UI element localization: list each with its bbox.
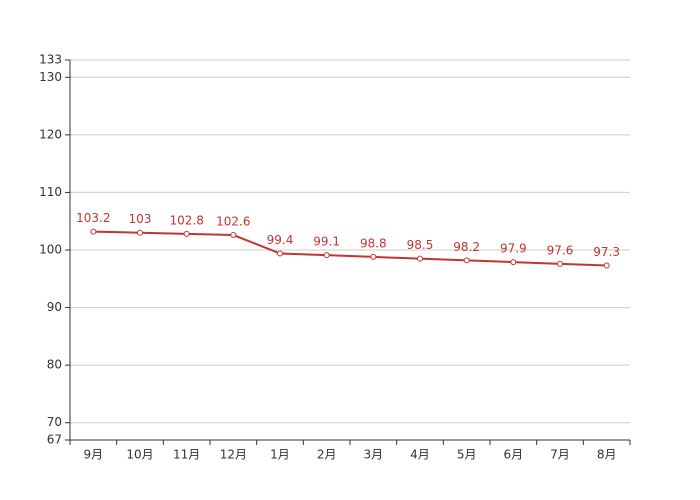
point [137, 229, 143, 236]
point [557, 260, 563, 267]
point [463, 257, 470, 264]
data-label: 98.8 [360, 236, 387, 250]
y-tick-label: 80 [47, 358, 62, 372]
x-tick-label: 8月 [597, 448, 617, 462]
point [417, 255, 423, 262]
x-tick-label: 2月 [317, 448, 337, 462]
x-tick-label: 5月 [457, 448, 477, 462]
point [90, 228, 97, 235]
x-tick-label: 11月 [173, 448, 200, 462]
y-tick-label: 100 [39, 243, 62, 257]
data-label: 102.8 [169, 213, 203, 227]
x-tick-label: 4月 [410, 448, 430, 462]
point [603, 262, 610, 269]
data-label: 97.9 [500, 242, 527, 256]
point [510, 259, 517, 266]
line [93, 230, 607, 267]
point [277, 250, 283, 257]
y-tick-label: 120 [39, 127, 62, 141]
point [370, 253, 377, 260]
data-label: 97.6 [547, 243, 574, 257]
point [230, 232, 237, 239]
y-tick-label: 90 [47, 300, 62, 314]
point [323, 252, 330, 259]
x-tick-label: 3月 [364, 448, 384, 462]
y-tick-label: 130 [39, 70, 62, 84]
x-tick-label: 1月 [270, 448, 290, 462]
x-tick-label: 7月 [550, 448, 570, 462]
y-tick-label: 133 [39, 53, 62, 67]
x-tick-label: 9月 [84, 448, 104, 462]
data-label: 103.2 [76, 211, 110, 225]
y-tick-label: 110 [39, 185, 62, 199]
data-label: 97.3 [593, 245, 620, 259]
data-label: 98.2 [453, 240, 480, 254]
x-tick-label: 6月 [504, 448, 524, 462]
data-label: 102.6 [216, 215, 250, 229]
data-label: 98.5 [407, 238, 434, 252]
data-label: 99.4 [267, 233, 294, 247]
x-tick-label: 12月 [220, 448, 247, 462]
y-tick-label: 67 [47, 433, 62, 447]
data-label: 103 [129, 212, 152, 226]
point [183, 230, 190, 237]
data-label: 99.1 [313, 235, 340, 249]
y-tick-label: 70 [47, 415, 62, 429]
x-tick-label: 10月 [126, 448, 153, 462]
